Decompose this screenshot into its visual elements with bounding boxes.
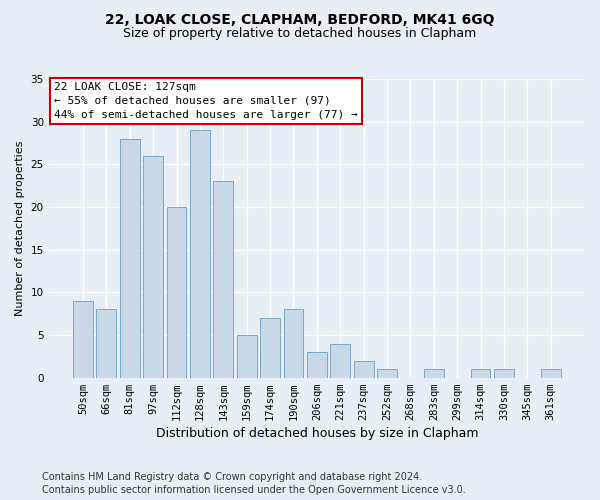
Text: Contains HM Land Registry data © Crown copyright and database right 2024.: Contains HM Land Registry data © Crown c…	[42, 472, 422, 482]
Y-axis label: Number of detached properties: Number of detached properties	[15, 140, 25, 316]
Bar	[73, 301, 93, 378]
Bar	[377, 369, 397, 378]
Bar	[541, 369, 560, 378]
Bar	[214, 182, 233, 378]
Bar	[330, 344, 350, 378]
Bar	[424, 369, 443, 378]
Bar	[237, 335, 257, 378]
X-axis label: Distribution of detached houses by size in Clapham: Distribution of detached houses by size …	[155, 427, 478, 440]
Bar	[470, 369, 490, 378]
Bar	[143, 156, 163, 378]
Bar	[494, 369, 514, 378]
Bar	[353, 360, 374, 378]
Bar	[307, 352, 327, 378]
Bar	[260, 318, 280, 378]
Text: Size of property relative to detached houses in Clapham: Size of property relative to detached ho…	[124, 28, 476, 40]
Text: 22, LOAK CLOSE, CLAPHAM, BEDFORD, MK41 6GQ: 22, LOAK CLOSE, CLAPHAM, BEDFORD, MK41 6…	[105, 12, 495, 26]
Bar	[120, 138, 140, 378]
Text: Contains public sector information licensed under the Open Government Licence v3: Contains public sector information licen…	[42, 485, 466, 495]
Bar	[190, 130, 210, 378]
Bar	[284, 310, 304, 378]
Bar	[167, 207, 187, 378]
Text: 22 LOAK CLOSE: 127sqm
← 55% of detached houses are smaller (97)
44% of semi-deta: 22 LOAK CLOSE: 127sqm ← 55% of detached …	[54, 82, 358, 120]
Bar	[97, 310, 116, 378]
